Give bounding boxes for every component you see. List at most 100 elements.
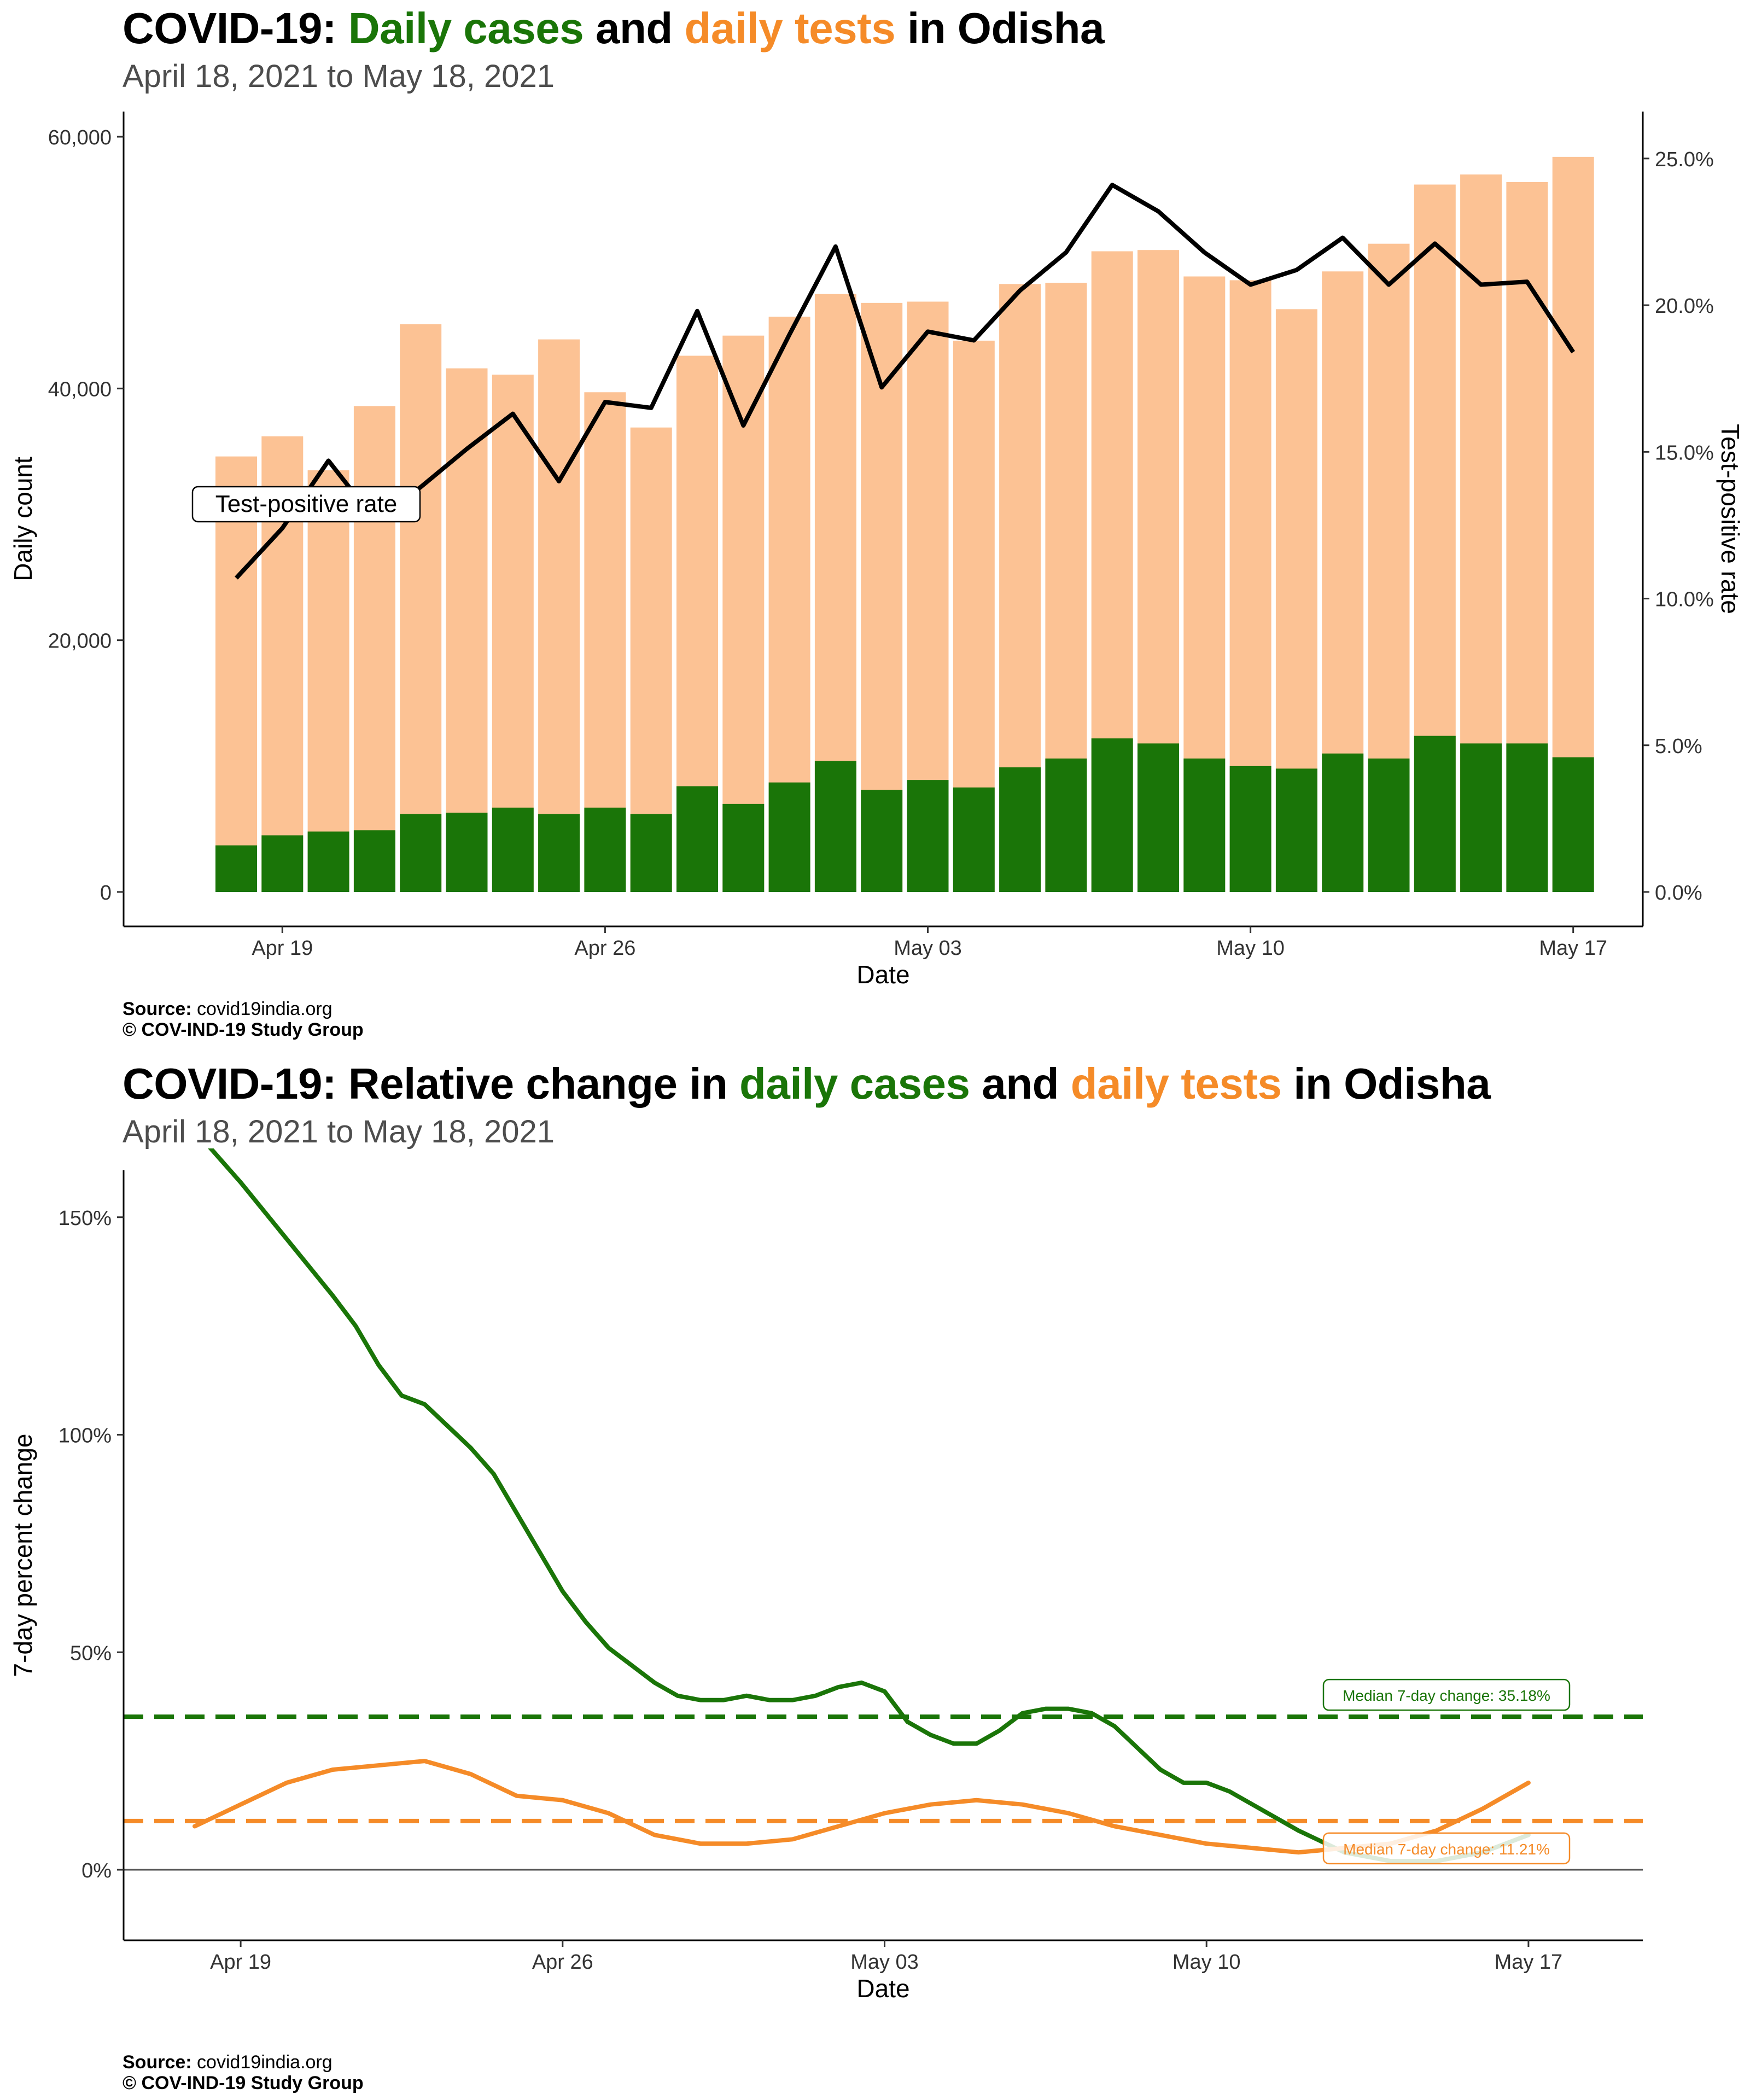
- chart2-source: Source: covid19india.org © COV-IND-19 St…: [122, 2052, 364, 2093]
- bar-cases-Apr 26: [584, 807, 626, 892]
- chart2-title-prefix: COVID-19: Relative change in: [122, 1059, 740, 1108]
- chart2-title-tests: daily tests: [1070, 1059, 1282, 1108]
- chart1-title-prefix: COVID-19:: [122, 4, 348, 52]
- bar-cases-Apr 27: [630, 814, 672, 892]
- chart1-title-tests: daily tests: [684, 4, 896, 52]
- y2-tick-label: 15.0%: [1655, 441, 1714, 464]
- y-tick-label: 40,000: [48, 378, 112, 401]
- y-tick-label: 60,000: [48, 126, 112, 149]
- y2-tick-label: 25.0%: [1655, 148, 1714, 171]
- bar-tests-Apr 24: [492, 375, 534, 892]
- x-tick-label: Apr 26: [532, 1951, 593, 1974]
- bar-cases-May 14: [1414, 736, 1456, 892]
- bar-cases-Apr 22: [400, 814, 442, 892]
- bar-tests-Apr 25: [538, 339, 580, 892]
- y-tick-label: 50%: [70, 1642, 112, 1665]
- bar-cases-May 17: [1552, 757, 1594, 892]
- bar-cases-May 16: [1506, 743, 1548, 892]
- bar-cases-May 07: [1091, 738, 1133, 892]
- chart2-source-value: covid19india.org: [197, 2052, 332, 2073]
- bar-cases-Apr 21: [353, 830, 395, 892]
- y2-tick-label: 5.0%: [1655, 735, 1702, 758]
- chart1-daily-cases-tests: Test-positive rate 0 20,000 40,000 60,000 0.0…: [9, 112, 1745, 989]
- bar-cases-Apr 28: [676, 786, 718, 892]
- tpr-annotation: Test-positive rate: [215, 491, 398, 517]
- bar-cases-May 03: [907, 780, 949, 892]
- chart2-subtitle: April 18, 2021 to May 18, 2021: [122, 1114, 555, 1150]
- bar-tests-Apr 21: [353, 406, 395, 892]
- median-label-box-tests: [1322, 1832, 1571, 1865]
- bar-cases-May 10: [1229, 766, 1271, 892]
- chart1-title: COVID-19: Daily cases and daily tests in…: [122, 3, 1104, 54]
- chart2-title-cases: daily cases: [739, 1059, 970, 1108]
- chart2-title: COVID-19: Relative change in daily cases…: [122, 1059, 1491, 1109]
- bar-tests-Apr 23: [446, 368, 488, 892]
- y2-tick-label: 20.0%: [1655, 295, 1714, 318]
- chart2-source-label: Source:: [122, 2052, 192, 2073]
- chart1-source-value: covid19india.org: [197, 999, 332, 1019]
- x-tick-label: May 17: [1539, 937, 1607, 960]
- tpr-annotation-box: [191, 486, 421, 523]
- bar-cases-May 06: [1045, 759, 1087, 892]
- median-label-box-cases: [1322, 1678, 1571, 1711]
- bar-cases-Apr 18: [215, 845, 257, 892]
- bar-cases-Apr 30: [768, 782, 810, 892]
- median-label-tests: Median 7-day change: 11.21%: [1343, 1841, 1550, 1858]
- chart2-title-suffix: in Odisha: [1281, 1059, 1491, 1108]
- bar-cases-May 15: [1460, 743, 1502, 892]
- bar-cases-Apr 25: [538, 814, 580, 892]
- y-tick-label: 20,000: [48, 630, 112, 653]
- line-cases: [208, 1148, 1531, 1864]
- chart2-copyright: © COV-IND-19 Study Group: [122, 2073, 364, 2093]
- x-tick-label: Apr 19: [210, 1951, 271, 1974]
- bar-cases-May 08: [1138, 743, 1179, 892]
- chart1-title-suffix: in Odisha: [895, 4, 1104, 52]
- x-tick-label: Apr 26: [574, 937, 635, 960]
- chart1-copyright: © COV-IND-19 Study Group: [122, 1019, 364, 1040]
- y-tick-label: 0: [100, 882, 112, 905]
- y-axis-title: 7-day percent change: [9, 1434, 37, 1677]
- x-axis-title: Date: [856, 960, 909, 989]
- x-tick-label: May 10: [1216, 937, 1285, 960]
- y2-tick-label: 10.0%: [1655, 588, 1714, 611]
- median-label-cases: Median 7-day change: 35.18%: [1343, 1687, 1550, 1704]
- line-tests: [192, 1759, 1531, 1855]
- y-tick-label: 150%: [59, 1207, 112, 1230]
- bar-cases-May 11: [1275, 768, 1317, 892]
- x-tick-label: May 17: [1495, 1951, 1563, 1974]
- chart1-title-and: and: [584, 4, 685, 52]
- chart1-subtitle: April 18, 2021 to May 18, 2021: [122, 59, 555, 94]
- y-axis-title: Daily count: [9, 457, 37, 581]
- chart2-relative-change: Median 7-day change: 35.18% Median 7-day …: [9, 1148, 1643, 2003]
- bar-cases-May 04: [953, 787, 995, 892]
- bar-tests-Apr 18: [215, 456, 257, 892]
- bar-cases-May 01: [814, 761, 856, 892]
- chart1-source: Source: covid19india.org © COV-IND-19 St…: [122, 999, 364, 1040]
- bar-cases-Apr 19: [261, 835, 304, 892]
- chart1-title-cases: Daily cases: [348, 4, 584, 52]
- x-tick-label: May 03: [850, 1951, 919, 1974]
- x-tick-label: May 10: [1172, 1951, 1241, 1974]
- bar-cases-May 12: [1322, 753, 1364, 892]
- y2-tick-label: 0.0%: [1655, 882, 1702, 905]
- x-axis-title: Date: [856, 1974, 909, 2003]
- bar-tests-Apr 22: [400, 324, 442, 892]
- bar-cases-May 02: [861, 790, 903, 892]
- bar-tests-Apr 29: [722, 335, 765, 892]
- x-tick-label: May 03: [894, 937, 962, 960]
- bar-cases-Apr 23: [446, 812, 488, 892]
- bar-cases-May 13: [1368, 759, 1410, 892]
- bar-cases-May 09: [1183, 759, 1226, 892]
- bar-cases-Apr 24: [492, 807, 534, 892]
- bar-cases-May 05: [999, 767, 1041, 892]
- x-tick-label: Apr 19: [252, 937, 313, 960]
- tpr-line: [235, 183, 1576, 580]
- bar-tests-Apr 20: [307, 470, 349, 892]
- bar-cases-Apr 20: [307, 831, 349, 892]
- chart1-source-label: Source:: [122, 999, 192, 1019]
- y-tick-label: 0%: [81, 1859, 112, 1882]
- y-tick-label: 100%: [59, 1425, 112, 1448]
- bar-cases-Apr 29: [722, 803, 765, 892]
- chart2-title-and: and: [970, 1059, 1071, 1108]
- y2-axis-title: Test-positive rate: [1716, 424, 1745, 614]
